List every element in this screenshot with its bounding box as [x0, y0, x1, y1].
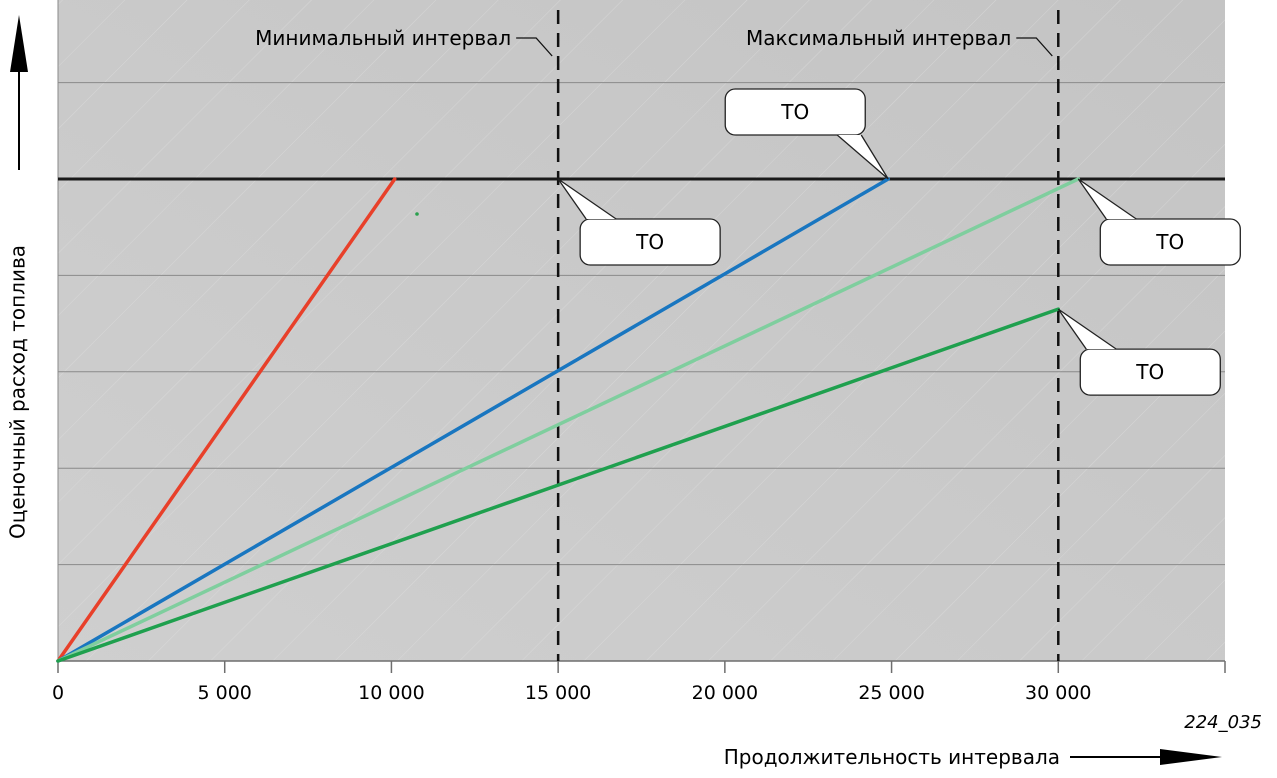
- callout-tail-outline: [836, 134, 889, 180]
- callout-box: [1099, 218, 1241, 266]
- series-line: [56, 177, 890, 663]
- x-tick-label: 5 000: [198, 682, 252, 704]
- vertical-markers: Минимальный интервал Максимальный интерва…: [255, 10, 1060, 661]
- callout-label: ТО: [1155, 230, 1184, 254]
- x-axis: Продолжительность интервала: [724, 745, 1222, 769]
- series-lines: [56, 177, 1081, 663]
- callout: ТО: [1057, 308, 1221, 396]
- callout: ТО: [1077, 178, 1241, 266]
- callout-label: ТО: [780, 100, 809, 124]
- callout-label: ТО: [635, 230, 664, 254]
- vertical-marker-leader: [1016, 37, 1053, 57]
- callout: ТО: [557, 178, 721, 266]
- x-tick-label: 20 000: [692, 682, 758, 704]
- x-tick-label: 25 000: [858, 682, 924, 704]
- x-tick-label: 15 000: [525, 682, 591, 704]
- callout-box: [579, 218, 721, 266]
- x-tick-label: 0: [52, 682, 64, 704]
- callouts: ТО ТО ТО ТО: [557, 88, 1241, 396]
- plot-background: [58, 0, 1225, 661]
- callout-tail-outline: [557, 178, 617, 220]
- x-axis-label: Продолжительность интервала: [724, 745, 1060, 769]
- x-tick-label: 30 000: [1025, 682, 1091, 704]
- series-line: [56, 177, 1081, 663]
- x-axis-arrow-head: [1160, 749, 1222, 765]
- marker-dot: [415, 212, 419, 216]
- callout-box: [1079, 348, 1221, 396]
- vertical-marker-label: Максимальный интервал: [746, 26, 1011, 50]
- callout: ТО: [724, 88, 889, 180]
- callout-tail-outline: [1057, 308, 1117, 350]
- figure-id: 224_035: [1184, 712, 1262, 733]
- callout-label: ТО: [1135, 360, 1164, 384]
- y-axis: Оценочный расход топлива: [6, 15, 30, 539]
- y-axis-label: Оценочный расход топлива: [6, 245, 30, 539]
- x-axis-ticks: 0 5 000 10 000 15 000 20 000 25 000 30 000: [52, 661, 1226, 704]
- callout-box: [724, 88, 866, 136]
- series-line: [56, 177, 397, 663]
- x-tick-label: 10 000: [358, 682, 424, 704]
- series-line: [56, 307, 1061, 663]
- vertical-marker-label: Минимальный интервал: [255, 26, 511, 50]
- callout-tail-outline: [1077, 178, 1137, 220]
- y-axis-arrow-head: [10, 15, 28, 72]
- vertical-marker-leader: [516, 37, 553, 57]
- gridlines: [57, 0, 1225, 662]
